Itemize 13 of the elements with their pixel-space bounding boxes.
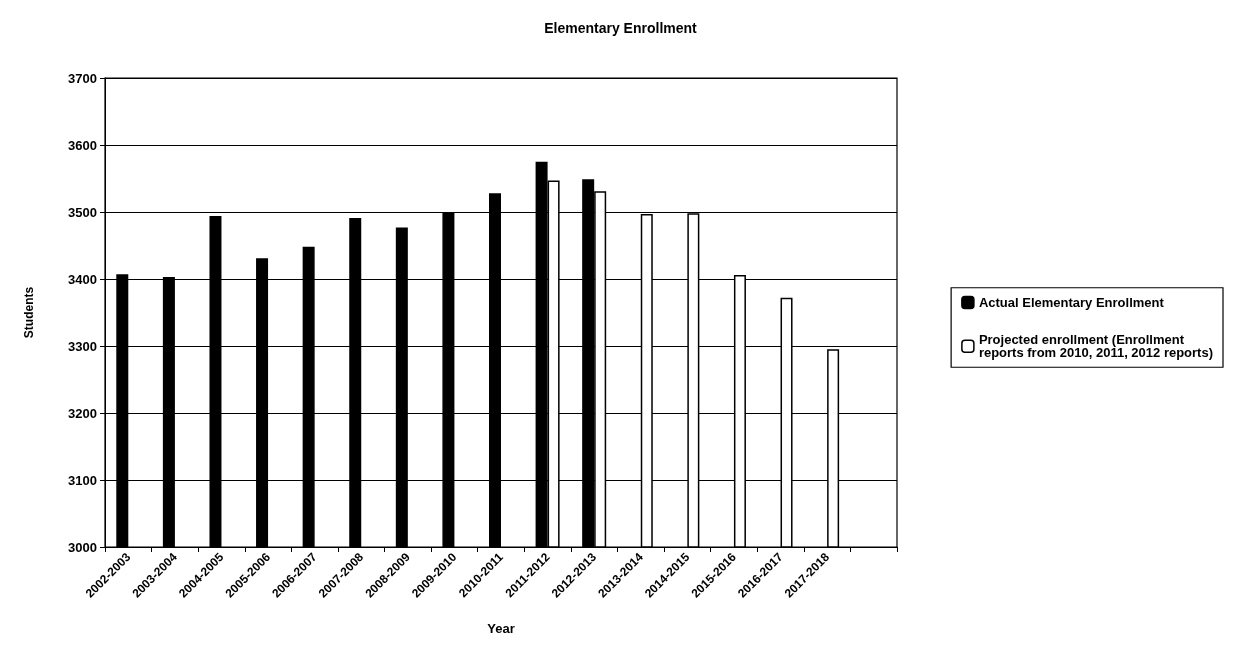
- legend-label: Actual Elementary Enrollment: [978, 295, 1165, 310]
- legend-label: Projected enrollment (Enrollment reports from 2010, 2011, 2012 reports): [978, 332, 1213, 361]
- chart-title: Elementary Enrollment: [544, 20, 698, 36]
- y-tick-label: 3600: [68, 137, 97, 153]
- y-tick-label: 3700: [68, 70, 97, 86]
- y-tick-label: 3200: [68, 405, 97, 421]
- y-tick-label: 3300: [68, 338, 97, 354]
- y-axis-title: Students: [22, 286, 36, 339]
- y-tick-label: 3000: [68, 539, 97, 555]
- y-tick-label: 3100: [68, 472, 97, 488]
- x-axis-title: Year: [487, 621, 515, 636]
- y-tick-label: 3500: [68, 204, 97, 220]
- y-tick-label: 3400: [68, 271, 97, 287]
